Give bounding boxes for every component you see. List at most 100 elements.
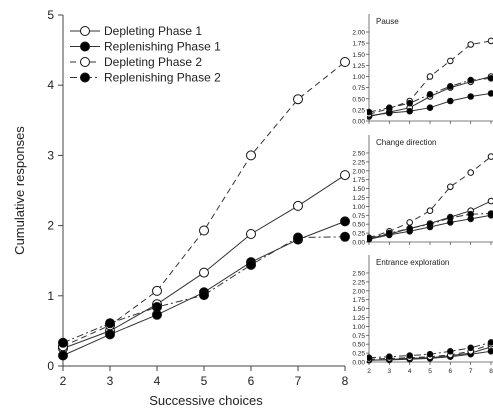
main-x-tick-label: 2 — [60, 374, 67, 388]
inset-entrance-exploration-series-group — [367, 339, 493, 364]
inset-pause-y-tick-label: 0.00 — [352, 119, 365, 126]
inset-pause-y-tick-label: 0.25 — [352, 107, 365, 114]
inset-chart-entrance-exploration: 0.00 0.25 0.50 0.75 1.00 1.25 1.50 1.75 2.00 2.25… — [352, 255, 493, 375]
inset-entrance-exploration-x-tick-label: 6 — [449, 368, 453, 375]
inset-pause-y-tick-label: 1.00 — [352, 74, 365, 81]
inset-chart-change-direction: 0.00 0.25 0.50 0.75 1.00 1.25 1.50 1.75 2.00 2.25… — [352, 135, 493, 247]
inset-entrance-exploration-y-tick-label: 0.00 — [352, 360, 365, 367]
main-point-depleting-phase-2 — [199, 225, 209, 236]
main-point-depleting-phase-1 — [293, 200, 303, 211]
inset-pause-point-replenishing-phase-2 — [467, 76, 475, 84]
inset-entrance-exploration-y-tick-label: 1.00 — [352, 324, 365, 331]
inset-change-direction-y-tick-label: 0.25 — [352, 231, 365, 238]
inset-change-direction-y-tick-label: 1.00 — [352, 204, 365, 211]
inset-entrance-exploration-x-tick-label: 7 — [469, 368, 473, 375]
inset-pause-series-group — [367, 37, 493, 120]
inset-change-direction-y-tick-label: 2.00 — [352, 168, 365, 175]
inset-entrance-exploration-point-replenishing-phase-2 — [406, 352, 414, 359]
inset-pause-point-replenishing-phase-1 — [487, 90, 493, 97]
inset-entrance-exploration-x-tick-label: 2 — [367, 368, 371, 375]
inset-pause-point-replenishing-phase-1 — [406, 107, 414, 115]
main-chart: 0 1 2 3 4 5 2 3 4 5 6 7 8 Successive choices Cumulativ… — [12, 8, 350, 408]
legend-label-replenishing-phase-1: Replenishing Phase 1 — [104, 40, 221, 54]
inset-entrance-exploration-x-tick-label: 4 — [408, 368, 412, 375]
main-point-replenishing-phase-2 — [246, 259, 256, 270]
inset-entrance-exploration-y-tick-label: 0.75 — [352, 333, 365, 340]
inset-entrance-exploration-y-tick-label: 2.50 — [352, 271, 365, 278]
legend-marker-depleting-phase-1 — [80, 26, 90, 36]
inset-change-direction-point-replenishing-phase-2 — [386, 229, 393, 237]
inset-change-direction-point-replenishing-phase-2 — [406, 225, 414, 232]
main-point-replenishing-phase-1 — [340, 216, 350, 227]
inset-entrance-exploration-x-tick-label: 5 — [428, 368, 432, 375]
inset-pause-point-replenishing-phase-2 — [406, 99, 414, 107]
main-y-axis-title: Cumulative responses — [12, 126, 27, 255]
inset-pause-point-replenishing-phase-2 — [426, 91, 434, 98]
main-y-tick-label: 1 — [47, 289, 54, 303]
main-x-tick-label: 4 — [154, 374, 161, 388]
main-series-line-depleting-phase-2 — [62, 61, 346, 347]
inset-change-direction-point-depleting-phase-2 — [447, 183, 454, 191]
inset-pause-point-replenishing-phase-2 — [447, 83, 454, 90]
main-point-replenishing-phase-2 — [340, 231, 350, 242]
inset-pause-y-tick-label: 1.50 — [352, 52, 365, 59]
main-y-tick-label: 4 — [47, 78, 54, 92]
main-y-tick-label: 3 — [47, 148, 54, 162]
inset-pause-y-tick-label: 0.75 — [352, 85, 365, 92]
main-x-tick-label: 7 — [295, 374, 302, 388]
main-point-depleting-phase-2 — [293, 94, 303, 105]
inset-change-direction-point-replenishing-phase-2 — [447, 214, 454, 222]
inset-pause-point-replenishing-phase-1 — [426, 104, 434, 111]
inset-change-direction-point-replenishing-phase-2 — [426, 220, 434, 228]
inset-entrance-exploration-point-replenishing-phase-2 — [426, 350, 434, 358]
inset-change-direction-point-replenishing-phase-2 — [467, 210, 475, 218]
main-y-tick-label: 0 — [47, 359, 54, 373]
inset-change-direction-series-group — [367, 153, 493, 243]
inset-pause-point-replenishing-phase-1 — [447, 97, 454, 105]
inset-entrance-exploration-point-replenishing-phase-2 — [487, 339, 493, 346]
inset-pause-point-replenishing-phase-2 — [487, 75, 493, 82]
inset-pause-y-tick-label: 0.50 — [352, 96, 365, 103]
main-point-depleting-phase-2 — [152, 285, 162, 296]
inset-entrance-exploration-point-replenishing-phase-2 — [367, 354, 373, 361]
legend-label-replenishing-phase-2: Replenishing Phase 2 — [104, 71, 221, 85]
main-point-depleting-phase-2 — [340, 57, 350, 67]
main-point-replenishing-phase-2 — [58, 337, 68, 348]
legend-marker-depleting-phase-2 — [80, 57, 90, 67]
inset-change-direction-point-depleting-phase-2 — [467, 169, 475, 176]
inset-change-direction-point-depleting-phase-2 — [487, 153, 493, 160]
inset-pause-y-tick-label: 1.75 — [352, 41, 365, 48]
inset-change-direction-y-tick-label: 2.50 — [352, 151, 365, 158]
main-x-tick-label: 6 — [248, 374, 255, 388]
inset-pause-point-replenishing-phase-1 — [467, 93, 475, 100]
inset-change-direction-y-tick-label: 0.75 — [352, 213, 365, 220]
inset-pause-y-tick-label: 1.25 — [352, 63, 365, 70]
legend-marker-replenishing-phase-1 — [80, 41, 90, 52]
inset-chart-pause: 0.00 0.25 0.50 0.75 1.00 1.25 1.50 1.75 2.00 Paus… — [352, 14, 493, 126]
inset-entrance-exploration-y-tick-label: 1.25 — [352, 315, 365, 322]
main-point-replenishing-phase-2 — [152, 302, 162, 312]
inset-entrance-exploration-y-tick-label: 2.00 — [352, 288, 365, 295]
main-x-tick-label: 8 — [342, 374, 349, 388]
main-point-depleting-phase-1 — [340, 170, 350, 181]
legend-marker-replenishing-phase-2 — [80, 72, 90, 83]
inset-change-direction-point-replenishing-phase-2 — [367, 235, 373, 242]
legend: Depleting Phase 1 Replenishing Phase 1Dep… — [70, 24, 221, 85]
inset-entrance-exploration-x-tick-label: 3 — [388, 368, 392, 375]
inset-entrance-exploration-y-tick-label: 1.50 — [352, 306, 365, 313]
inset-entrance-exploration-point-replenishing-phase-2 — [386, 353, 393, 361]
inset-change-direction-point-depleting-phase-2 — [406, 219, 414, 226]
inset-entrance-exploration-y-tick-label: 0.25 — [352, 351, 365, 358]
inset-change-direction-y-tick-label: 1.50 — [352, 186, 365, 193]
inset-change-direction-point-replenishing-phase-2 — [487, 210, 493, 217]
main-point-depleting-phase-2 — [246, 150, 256, 161]
main-point-replenishing-phase-1 — [105, 329, 115, 340]
main-x-tick-label: 5 — [201, 374, 208, 388]
main-point-depleting-phase-1 — [246, 229, 256, 239]
main-y-tick-label: 5 — [47, 8, 54, 22]
main-point-depleting-phase-1 — [199, 267, 209, 278]
inset-entrance-exploration-point-replenishing-phase-2 — [447, 348, 454, 355]
inset-entrance-exploration-y-tick-label: 0.50 — [352, 342, 365, 349]
inset-change-direction-y-tick-label: 1.75 — [352, 177, 365, 184]
